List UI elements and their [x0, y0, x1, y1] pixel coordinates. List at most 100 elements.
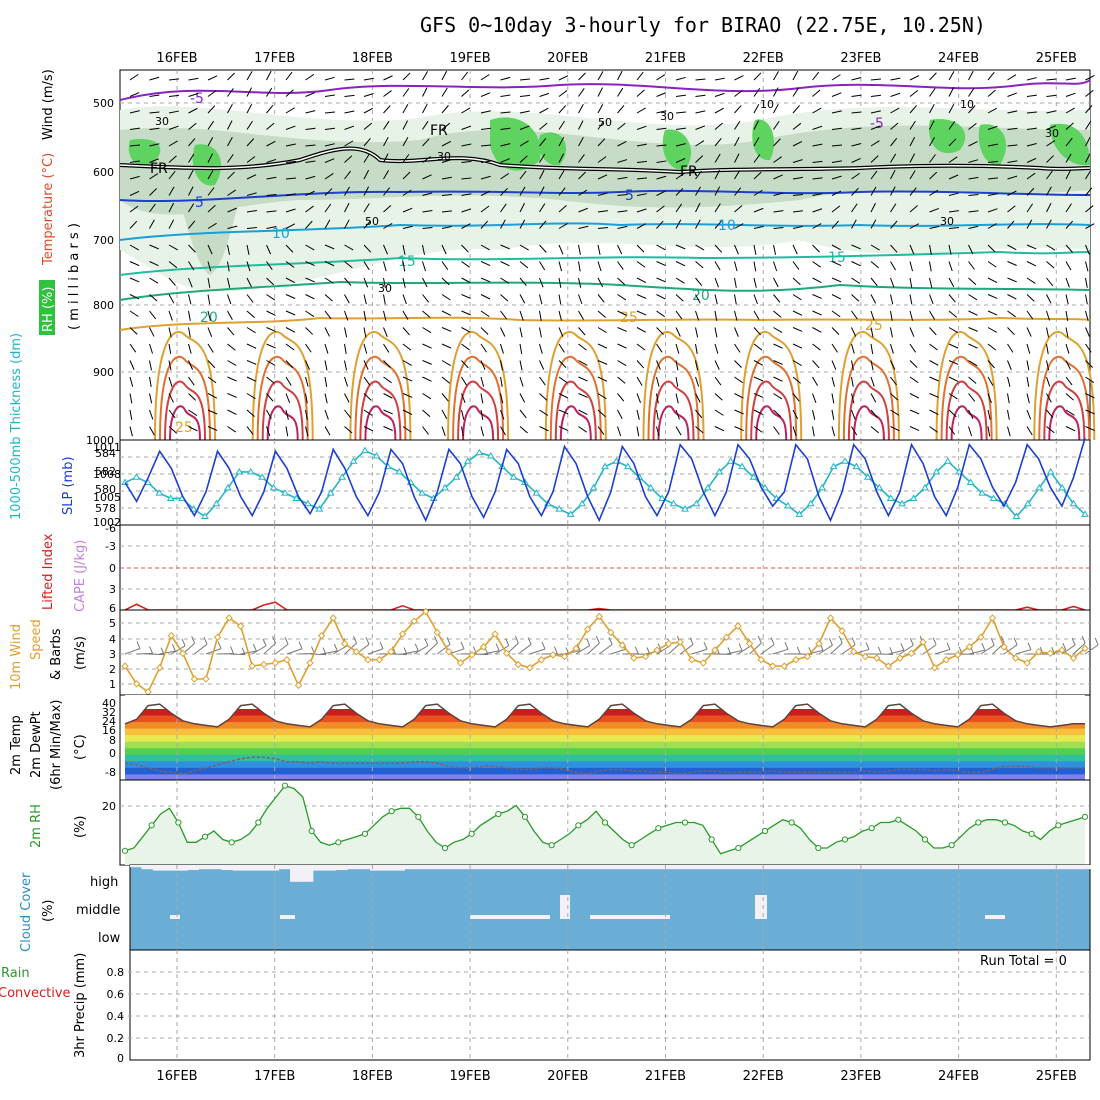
upper-barb [773, 360, 783, 365]
upper-barb [149, 393, 153, 404]
upper-barb [1026, 219, 1033, 229]
rh-point [1001, 819, 1009, 826]
upper-barb [500, 127, 511, 130]
upper-barb [383, 153, 389, 163]
cloud-high-gap [827, 865, 840, 870]
upper-barb [597, 138, 606, 147]
upper-barb [753, 327, 762, 336]
upper-barb [987, 409, 991, 420]
upper-barb [636, 89, 645, 97]
upper-barb [149, 376, 152, 387]
upper-barb [617, 310, 627, 316]
upper-barb [1065, 107, 1075, 114]
rh-point [1081, 813, 1089, 820]
wind-barb-flag [446, 637, 451, 645]
thickness-point [201, 512, 209, 519]
thickness-point [669, 499, 678, 507]
wind-barb [610, 648, 627, 655]
cloud-high-gap [552, 865, 565, 870]
thickness-point [1058, 483, 1067, 491]
wind-speed-point [190, 675, 199, 683]
upper-barb [168, 219, 175, 229]
date-label: 21FEB [645, 51, 686, 66]
upper-barb [968, 261, 975, 270]
upper-barb [422, 393, 432, 400]
date-label: 18FEB [352, 1069, 393, 1084]
upper-barb [851, 343, 855, 354]
wind-barb-flag [770, 637, 775, 645]
upper-barb [831, 277, 842, 283]
temp-unit-label: (°C) [73, 734, 88, 760]
date-label: 23FEB [840, 51, 881, 66]
upper-barb [344, 426, 353, 434]
cloud-high-gap [747, 865, 760, 870]
upper-barb [929, 189, 939, 196]
y-tick-label: 0.2 [107, 1032, 125, 1045]
upper-barb [1007, 376, 1011, 387]
upper-barb [812, 177, 823, 180]
upper-barb [539, 393, 548, 401]
upper-barb [129, 393, 133, 404]
upper-barb [305, 205, 314, 213]
upper-barb [129, 261, 140, 267]
cloud-high-gap [370, 865, 382, 871]
wind-speed-point [121, 662, 129, 670]
upper-barb [812, 107, 822, 114]
upper-barb [168, 327, 172, 338]
date-label: 21FEB [645, 1069, 686, 1084]
upper-barb [617, 294, 627, 301]
upper-barb [285, 310, 296, 316]
upper-barb [1007, 360, 1012, 370]
slp-line [124, 437, 1086, 523]
upper-barb [441, 261, 449, 270]
upper-barb [831, 144, 842, 147]
upper-barb [792, 193, 803, 196]
upper-barb [1007, 110, 1018, 114]
thickness-point [966, 478, 975, 485]
upper-barb [305, 343, 312, 353]
upper-barb [851, 360, 854, 371]
cloud-high-gap [312, 865, 325, 871]
upper-barb [831, 160, 842, 163]
wind-speed-point [236, 622, 245, 630]
upper-barb [929, 244, 932, 255]
upper-barb [285, 376, 292, 386]
slp-series [121, 437, 1089, 523]
wind-barb-flag [149, 646, 154, 654]
upper-barb [987, 294, 998, 299]
upper-barb [695, 94, 706, 97]
upper-barb [1046, 110, 1057, 114]
y-tick-label: 700 [93, 234, 114, 247]
cloud-high-gap [598, 865, 611, 870]
wind-barb-flag [272, 635, 277, 644]
temp-grid [176, 695, 1057, 780]
upper-barb [168, 409, 176, 419]
rh-point [228, 839, 235, 846]
upper-barb [851, 203, 858, 213]
upper-barb [1065, 186, 1072, 196]
upper-barb [1065, 220, 1074, 229]
cloud-high-gap [141, 865, 154, 870]
upper-barb [500, 111, 511, 114]
wind-speed-point [641, 652, 650, 661]
wind-barb-flag [1013, 637, 1018, 646]
upper-barb [461, 244, 469, 253]
upper-barb [227, 343, 236, 351]
upper-barb [656, 360, 661, 370]
t20-label: 20 [692, 288, 710, 304]
upper-barb [305, 127, 316, 130]
upper-barb [305, 277, 315, 283]
wind-speed-point [213, 633, 222, 641]
upper-barb [500, 327, 506, 337]
upper-barb [188, 426, 198, 432]
upper-barb [305, 310, 315, 317]
upper-barb [870, 310, 875, 321]
cloud-high-gap [1044, 865, 1057, 870]
upper-barb [149, 143, 160, 147]
cloud-high-gap [930, 865, 942, 870]
upper-barb [851, 94, 862, 97]
upper-barb [383, 294, 386, 305]
thickness-point [978, 489, 987, 496]
upper-barb [929, 154, 936, 163]
rh-point [735, 844, 742, 852]
